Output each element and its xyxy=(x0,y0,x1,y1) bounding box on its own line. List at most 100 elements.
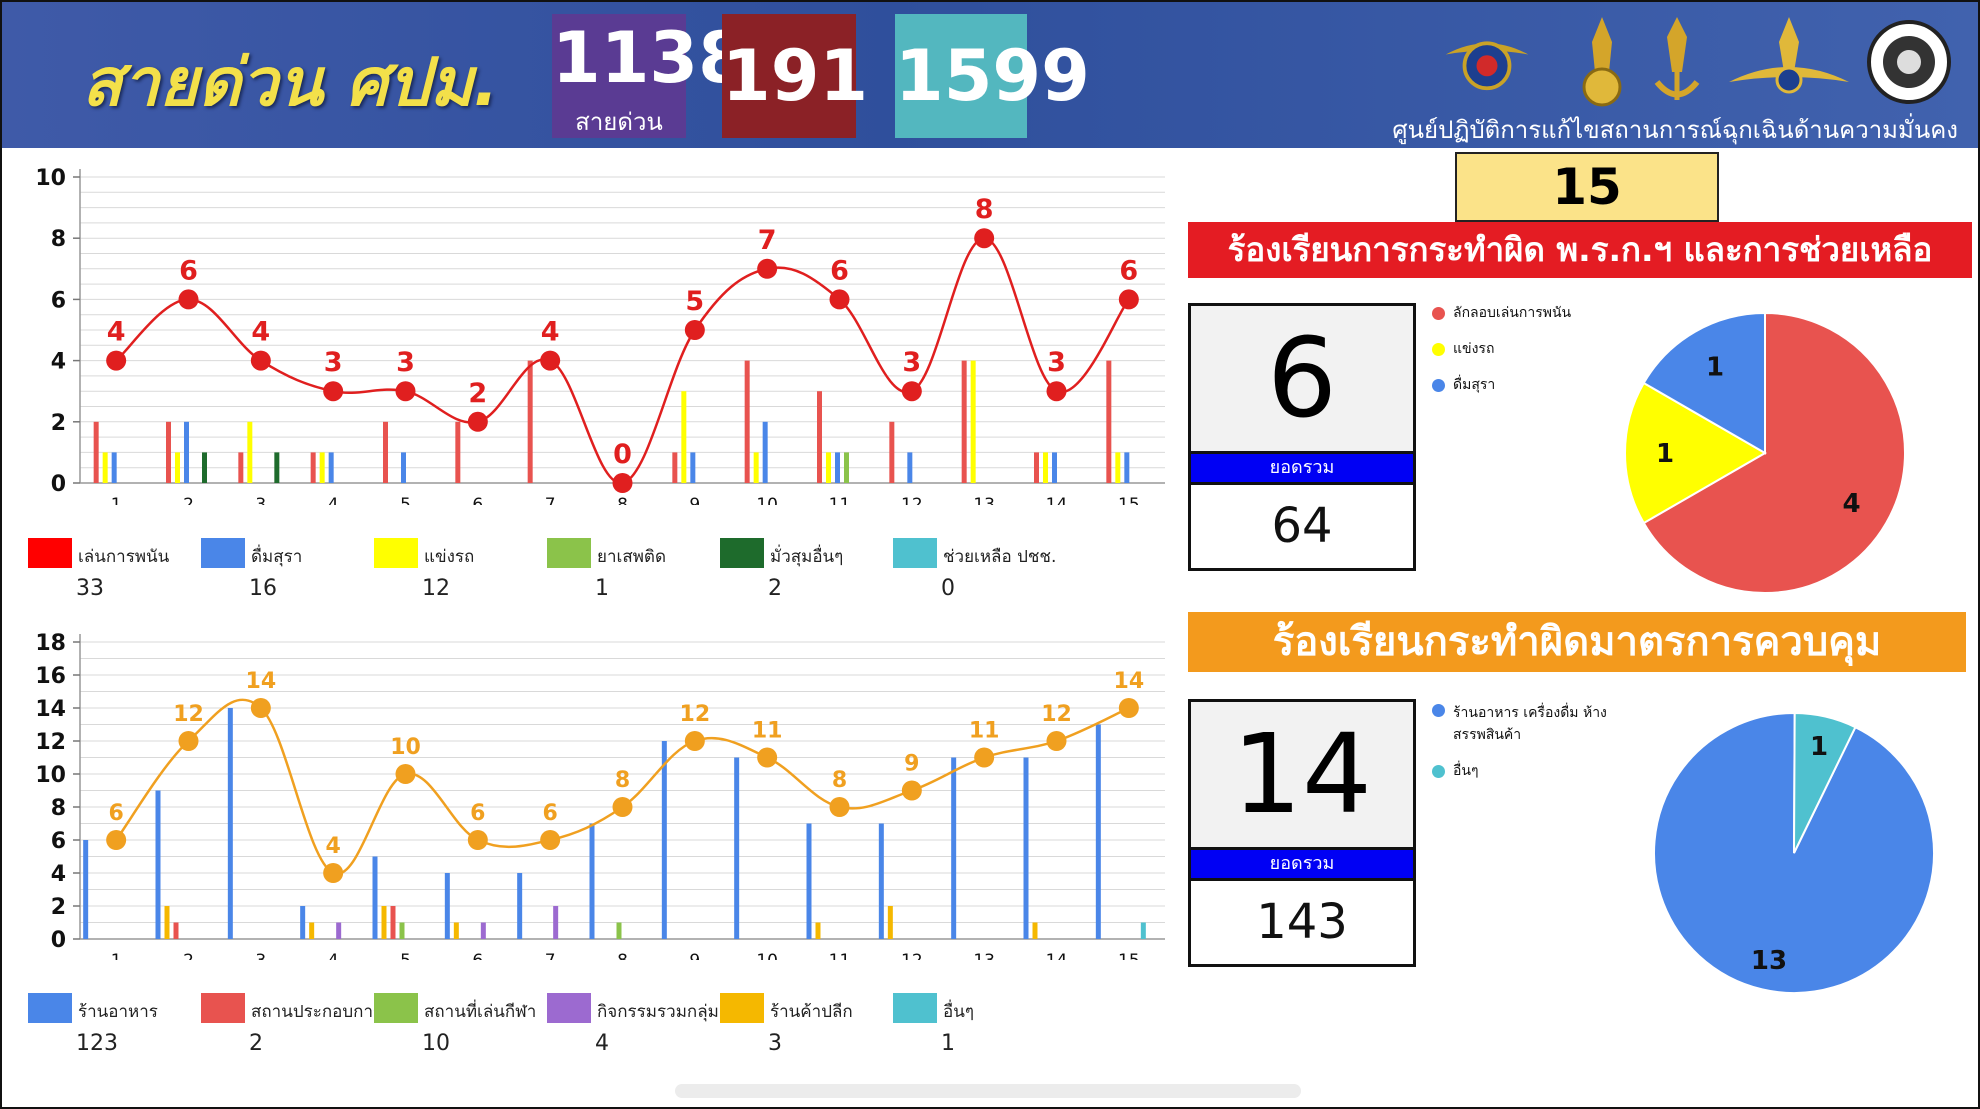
data-label: 12 xyxy=(1041,702,1072,727)
data-label: 6 xyxy=(109,801,124,826)
x-tick-label: 12 xyxy=(901,495,923,505)
x-tick-label: 7 xyxy=(545,951,556,960)
legend-count: 10 xyxy=(422,1031,450,1056)
data-label: 12 xyxy=(173,702,204,727)
bar xyxy=(336,922,342,939)
legend-swatch xyxy=(893,538,937,568)
legend-label: ยาเสพติด xyxy=(597,547,666,567)
bar xyxy=(1023,757,1029,939)
bar xyxy=(589,823,595,939)
legend-dot-icon xyxy=(1432,704,1445,717)
bar xyxy=(173,922,179,939)
y-tick-label: 8 xyxy=(51,796,66,821)
y-tick-label: 4 xyxy=(51,862,66,887)
trend-point xyxy=(395,764,416,784)
trend-point xyxy=(1046,381,1067,402)
pie2-legend: ร้านอาหาร เครื่องดื่ม ห้างสรรพสินค้า อื่… xyxy=(1432,702,1612,796)
bar xyxy=(480,922,486,939)
trend-point xyxy=(540,830,561,850)
bar xyxy=(381,906,387,939)
bar xyxy=(527,360,533,483)
data-label: 7 xyxy=(758,225,777,256)
bar xyxy=(1124,452,1130,483)
legend-count: 12 xyxy=(422,576,450,601)
bar xyxy=(227,708,233,939)
hotline-1599-badge: 1599 xyxy=(895,14,1090,138)
data-label: 14 xyxy=(1114,669,1145,694)
bar xyxy=(238,452,244,483)
data-label: 3 xyxy=(902,347,921,378)
legend-count: 1 xyxy=(941,1031,955,1056)
y-tick-label: 4 xyxy=(51,350,66,375)
bar xyxy=(970,360,976,483)
trend-point xyxy=(612,473,633,493)
x-tick-label: 10 xyxy=(756,951,778,960)
pie1-legend-item: แข่งรถ xyxy=(1432,338,1571,360)
measures-pie-chart: 13 1 xyxy=(1653,711,1935,994)
bar xyxy=(817,391,822,483)
today-count: 14 xyxy=(1191,702,1413,847)
pie-slice-label: 1 xyxy=(1706,352,1724,382)
bar xyxy=(166,421,171,483)
bar xyxy=(1106,360,1112,483)
x-tick-label: 9 xyxy=(689,495,700,505)
legend-swatch xyxy=(893,993,937,1023)
legend-swatch xyxy=(720,538,764,568)
legend-dot-icon xyxy=(1432,764,1445,778)
air-force-emblem-icon xyxy=(1445,41,1529,91)
legend-swatch xyxy=(28,538,72,568)
bar xyxy=(155,790,161,939)
trend-point xyxy=(467,830,488,850)
data-label: 6 xyxy=(1119,255,1138,286)
trend-point xyxy=(612,797,633,817)
legend-swatch xyxy=(28,993,72,1023)
bar xyxy=(247,421,253,483)
x-tick-label: 11 xyxy=(829,495,851,505)
pie-slice-label: 4 xyxy=(1843,489,1861,519)
y-tick-label: 6 xyxy=(51,288,66,313)
bar xyxy=(661,741,667,939)
bar xyxy=(553,906,559,939)
total-count: 64 xyxy=(1271,498,1333,554)
bar xyxy=(844,452,849,483)
bar xyxy=(826,452,831,483)
legend-dot-icon xyxy=(1432,342,1445,356)
chart-measures-panel: 0246810121416181234567891011121314156121… xyxy=(10,625,1180,971)
bar xyxy=(310,452,316,483)
header-banner: สายด่วน ศปม. 1138 สายด่วน ศปม. 191 1599 … xyxy=(2,2,1978,175)
bar xyxy=(455,421,461,483)
x-tick-label: 11 xyxy=(829,951,851,960)
data-label: 4 xyxy=(326,834,341,859)
trend-point xyxy=(757,258,778,279)
bar xyxy=(690,452,696,483)
data-label: 6 xyxy=(543,801,558,826)
x-tick-label: 4 xyxy=(328,495,339,505)
bar xyxy=(274,452,280,483)
legend-count: 3 xyxy=(768,1031,782,1056)
trend-point xyxy=(323,863,344,883)
trend-point xyxy=(757,747,778,768)
x-tick-label: 3 xyxy=(255,951,266,960)
trend-point xyxy=(901,381,922,402)
data-label: 8 xyxy=(615,768,630,793)
legend-swatch xyxy=(547,993,591,1023)
data-label: 10 xyxy=(390,735,421,760)
legend-label: อื่นๆ xyxy=(943,1002,974,1022)
legend-label: ดื่มสุรา xyxy=(251,547,303,567)
x-tick-label: 1 xyxy=(111,495,122,505)
bar xyxy=(383,421,388,483)
data-label: 4 xyxy=(541,317,560,348)
bar xyxy=(672,452,678,483)
data-label: 4 xyxy=(251,317,270,348)
data-label: 3 xyxy=(324,347,343,378)
bar xyxy=(93,421,99,483)
bar xyxy=(328,452,334,483)
y-tick-label: 0 xyxy=(51,472,66,497)
violations-pie-chart: 4 1 1 xyxy=(1624,311,1906,594)
legend-label: อื่นๆ xyxy=(1453,763,1479,779)
horizontal-scrollbar[interactable] xyxy=(675,1084,1301,1098)
legend-label: แข่งรถ xyxy=(1453,341,1495,357)
legend-dot-icon xyxy=(1432,378,1445,392)
bar xyxy=(453,922,459,939)
measures-combo-chart: 0246810121416181234567891011121314156121… xyxy=(35,631,1165,971)
